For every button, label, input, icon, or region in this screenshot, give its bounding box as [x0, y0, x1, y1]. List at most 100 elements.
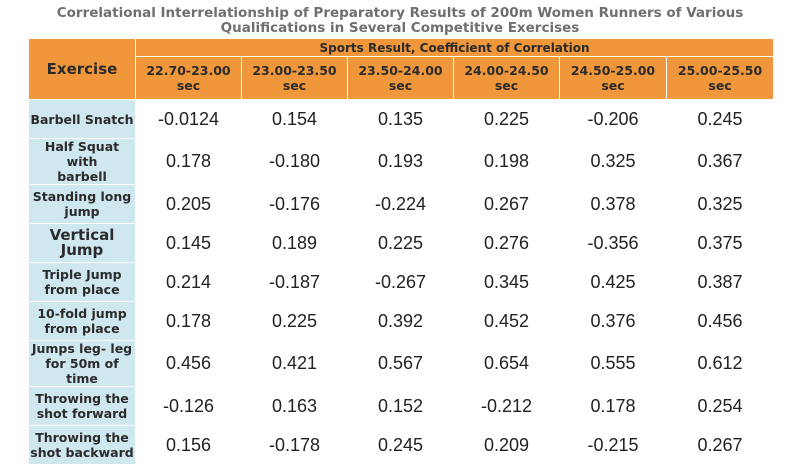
correlation-value-cell: 0.225 — [241, 301, 348, 341]
exercise-name-line: shot forward — [36, 406, 128, 421]
exercise-name-cell: Throwing the shot backward — [28, 425, 136, 465]
range-header-line: 24.00-24.50 — [464, 63, 549, 78]
correlation-value-cell: 0.254 — [665, 386, 775, 426]
correlation-value-cell: 0.245 — [665, 99, 775, 139]
correlation-value-cell: 0.555 — [559, 340, 667, 387]
exercise-name-cell: Half Squat with barbell — [28, 138, 136, 185]
range-header-5: 24.50-25.00 sec — [559, 56, 667, 100]
correlation-value-cell: 0.225 — [347, 223, 454, 263]
correlation-value-cell: -0.0124 — [135, 99, 242, 139]
table-row: Vertical Jump 0.145 0.189 0.225 0.276 -0.356 0… — [28, 223, 775, 263]
correlation-value-cell: 0.367 — [665, 138, 775, 185]
correlation-value-cell: 0.276 — [453, 223, 560, 263]
range-header-2: 23.00-23.50 sec — [241, 56, 348, 100]
range-header-line: sec — [708, 78, 732, 93]
range-header-6: 25.00-25.50 sec — [665, 56, 775, 100]
correlation-value-cell: 0.178 — [559, 386, 667, 426]
table-row: Throwing the shot backward 0.156 -0.178 0.24… — [28, 425, 775, 465]
title-line-2: Qualifications in Several Competitive Ex… — [220, 20, 580, 36]
exercise-name-line: Throwing the — [35, 391, 129, 406]
correlation-value-cell: -0.267 — [347, 262, 454, 302]
correlation-value-cell: -0.206 — [559, 99, 667, 139]
page-title: Correlational Interrelationship of Prepa… — [0, 6, 800, 36]
correlation-value-cell: 0.245 — [347, 425, 454, 465]
correlation-value-cell: 0.421 — [241, 340, 348, 387]
correlation-value-cell: 0.267 — [665, 425, 775, 465]
correlation-value-cell: 0.145 — [135, 223, 242, 263]
correlation-value-cell: 0.376 — [559, 301, 667, 341]
range-header-3: 23.50-24.00 sec — [347, 56, 454, 100]
correlation-value-cell: 0.152 — [347, 386, 454, 426]
correlation-value-cell: -0.212 — [453, 386, 560, 426]
correlation-value-cell: 0.135 — [347, 99, 454, 139]
correlation-value-cell: -0.187 — [241, 262, 348, 302]
correlation-value-cell: 0.425 — [559, 262, 667, 302]
correlation-value-cell: 0.456 — [665, 301, 775, 341]
range-header-line: sec — [494, 78, 519, 93]
correlation-value-cell: -0.178 — [241, 425, 348, 465]
correlation-value-cell: 0.154 — [241, 99, 348, 139]
correlation-value-cell: 0.267 — [453, 184, 560, 224]
correlation-value-cell: 0.163 — [241, 386, 348, 426]
exercise-name-cell: 10-fold jump from place — [28, 301, 136, 341]
table-row: Triple Jump from place 0.214 -0.187 -0.267 0.… — [28, 262, 775, 302]
correlation-value-cell: 0.345 — [453, 262, 560, 302]
range-header-line: 23.00-23.50 — [252, 63, 337, 78]
table-row: Barbell Snatch -0.0124 0.154 0.135 0.225 -0.2… — [28, 99, 775, 139]
correlation-value-cell: -0.176 — [241, 184, 348, 224]
range-header-4: 24.00-24.50 sec — [453, 56, 560, 100]
correlation-value-cell: 0.178 — [135, 138, 242, 185]
correlation-value-cell: -0.356 — [559, 223, 667, 263]
correlation-value-cell: -0.224 — [347, 184, 454, 224]
exercise-name-cell: Barbell Snatch — [28, 99, 136, 139]
correlation-value-cell: 0.392 — [347, 301, 454, 341]
correlation-value-cell: 0.198 — [453, 138, 560, 185]
correlation-value-cell: -0.126 — [135, 386, 242, 426]
table-row: Half Squat with barbell 0.178 -0.180 0.193 0.… — [28, 138, 775, 185]
exercise-name-cell: Vertical Jump — [28, 223, 136, 263]
range-header-line: sec — [388, 78, 413, 93]
exercise-name-line: Barbell Snatch — [30, 111, 134, 127]
correlation-value-cell: 0.189 — [241, 223, 348, 263]
range-header-line: sec — [282, 78, 307, 93]
exercise-name-line: shot backward — [30, 445, 134, 460]
table-row: Throwing the shot forward -0.126 0.163 0.152… — [28, 386, 775, 426]
exercise-name-line: jump — [64, 204, 100, 219]
correlation-value-cell: 0.456 — [135, 340, 242, 387]
correlation-value-cell: 0.325 — [559, 138, 667, 185]
table-row: Standing long jump 0.205 -0.176 -0.224 0.267 0… — [28, 184, 775, 224]
correlation-value-cell: 0.325 — [665, 184, 775, 224]
correlation-value-cell: -0.215 — [559, 425, 667, 465]
correlation-value-cell: 0.387 — [665, 262, 775, 302]
table-row: 10-fold jump from place 0.178 0.225 0.392 0.4… — [28, 301, 775, 341]
exercise-name-line: Throwing the — [35, 430, 129, 445]
range-header-line: sec — [601, 78, 625, 93]
exercise-name-cell: Triple Jump from place — [28, 262, 136, 302]
exercise-name-line: 10-fold jump — [37, 306, 127, 321]
exercise-name-line: from place — [44, 321, 120, 336]
correlation-value-cell: 0.225 — [453, 99, 560, 139]
range-header-line: 25.00-25.50 — [677, 63, 763, 78]
correlation-value-cell: -0.180 — [241, 138, 348, 185]
exercise-name-cell: Jumps leg- leg for 50m of time — [28, 340, 136, 387]
exercise-name-line: Vertical Jump — [49, 226, 115, 259]
exercise-name-line: Triple Jump — [42, 267, 122, 282]
exercise-name-line: from place — [44, 282, 120, 297]
title-line-1: Correlational Interrelationship of Prepa… — [56, 5, 744, 21]
range-header-line: sec — [176, 78, 201, 93]
correlation-value-cell: 0.612 — [665, 340, 775, 387]
correlation-value-cell: 0.214 — [135, 262, 242, 302]
range-header-line: 23.50-24.00 — [358, 63, 443, 78]
correlation-value-cell: 0.375 — [665, 223, 775, 263]
correlation-value-cell: 0.654 — [453, 340, 560, 387]
exercise-name-line: for 50m of time — [45, 356, 119, 386]
sports-result-header: Sports Result, Coefficient of Correlatio… — [134, 38, 775, 57]
exercise-name-cell: Standing long jump — [28, 184, 136, 224]
exercise-column-header: Exercise — [28, 38, 136, 100]
correlation-value-cell: 0.567 — [347, 340, 454, 387]
correlation-value-cell: 0.178 — [135, 301, 242, 341]
table-row: Jumps leg- leg for 50m of time 0.456 0.421 0… — [28, 340, 775, 387]
exercise-name-line: barbell — [57, 169, 107, 184]
correlation-value-cell: 0.378 — [559, 184, 667, 224]
correlation-value-cell: 0.193 — [347, 138, 454, 185]
